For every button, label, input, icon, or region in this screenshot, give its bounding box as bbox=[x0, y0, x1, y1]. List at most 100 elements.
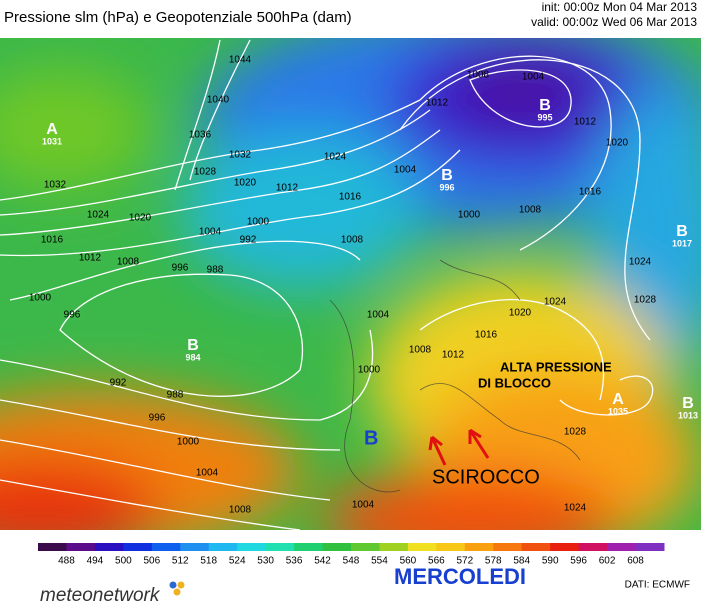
colorbar: 488 494 500 506 512 518 524 530 536 542 548 554 560 5… bbox=[38, 543, 665, 567]
colorbar-swatch bbox=[521, 543, 551, 551]
center-value: 996 bbox=[439, 182, 454, 192]
isobar-label: 996 bbox=[172, 263, 189, 274]
isobar-label: 992 bbox=[110, 378, 127, 389]
colorbar-swatch bbox=[635, 543, 665, 551]
valid-time: valid: 00:00z Wed 06 Mar 2013 bbox=[531, 15, 697, 29]
colorbar-swatch bbox=[208, 543, 238, 551]
isobar-label: 1024 bbox=[87, 210, 110, 221]
center-letter: B bbox=[682, 395, 694, 412]
isobars bbox=[0, 39, 654, 530]
colorbar-label: 524 bbox=[229, 556, 246, 567]
colorbar-label: 584 bbox=[513, 556, 530, 567]
isobar-label: 1016 bbox=[579, 187, 602, 198]
colorbar-label: 530 bbox=[257, 556, 274, 567]
isobar-label: 1020 bbox=[234, 178, 257, 189]
isobar-label: 1008 bbox=[341, 235, 364, 246]
isobar-label: 1024 bbox=[629, 257, 652, 268]
colorbar-label: 566 bbox=[428, 556, 445, 567]
isobar-label: 1028 bbox=[634, 295, 657, 306]
isobar-label: 1000 bbox=[29, 293, 52, 304]
isobar-label: 1004 bbox=[522, 72, 545, 83]
isobar-label: 1020 bbox=[509, 308, 532, 319]
isobar-label: 1012 bbox=[574, 117, 597, 128]
colorbar-swatch bbox=[237, 543, 267, 551]
isobar-label: 992 bbox=[240, 235, 257, 246]
isobar-label: 1004 bbox=[394, 165, 417, 176]
colorbar-label: 560 bbox=[400, 556, 417, 567]
brand: meteonetwork bbox=[40, 585, 161, 605]
center-letter: A bbox=[46, 121, 58, 138]
isobar-label: 1040 bbox=[207, 95, 230, 106]
colorbar-label: 506 bbox=[143, 556, 160, 567]
isobar-label: 996 bbox=[149, 413, 166, 424]
isobar-label: 1000 bbox=[358, 365, 381, 376]
center-letter: B bbox=[441, 167, 453, 184]
isobar-label: 1012 bbox=[442, 350, 465, 361]
isobar-label: 1012 bbox=[276, 183, 299, 194]
colorbar-label: 536 bbox=[286, 556, 303, 567]
coastline bbox=[329, 259, 581, 493]
isobar-label: 996 bbox=[64, 310, 81, 321]
init-time: init: 00:00z Mon 04 Mar 2013 bbox=[542, 0, 698, 14]
isobar-label: 1016 bbox=[475, 330, 498, 341]
colorbar-label: 488 bbox=[58, 556, 75, 567]
colorbar-swatch bbox=[123, 543, 153, 551]
colorbar-label: 518 bbox=[200, 556, 217, 567]
wind-arrows bbox=[428, 428, 490, 466]
center-letter: B bbox=[676, 223, 688, 240]
colorbar-label: 608 bbox=[627, 556, 644, 567]
isobar-label: 1000 bbox=[247, 217, 270, 228]
isobar-label: 1032 bbox=[229, 150, 252, 161]
isobar-label: 1008 bbox=[117, 257, 140, 268]
isobar-label: 1016 bbox=[41, 235, 64, 246]
data-source: DATI: ECMWF bbox=[625, 580, 690, 591]
center-value: 1035 bbox=[608, 406, 628, 416]
colorbar-label: 512 bbox=[172, 556, 189, 567]
isobar-label: 1000 bbox=[177, 437, 200, 448]
isobar-label: 1024 bbox=[324, 152, 347, 163]
isobar-label: 1028 bbox=[194, 167, 217, 178]
colorbar-swatch bbox=[294, 543, 324, 551]
isobar-label: 1004 bbox=[199, 227, 222, 238]
map: 1044 1040 1036 1032 1028 1020 1012 1024 1016 1008… bbox=[0, 38, 701, 530]
center-value: 1017 bbox=[672, 238, 692, 248]
colorbar-swatch bbox=[464, 543, 494, 551]
day-label: MERCOLEDI bbox=[394, 564, 526, 589]
isobar-label: 1008 bbox=[229, 505, 252, 516]
wind-annotation: SCIROCCO bbox=[432, 466, 540, 488]
colorbar-label: 572 bbox=[456, 556, 473, 567]
isobar-label: 1004 bbox=[367, 310, 390, 321]
isobar-label: 988 bbox=[167, 390, 184, 401]
isobar-label: 1036 bbox=[189, 130, 212, 141]
title: Pressione slm (hPa) e Geopotenziale 500h… bbox=[4, 9, 352, 26]
isobar-label: 1008 bbox=[519, 205, 542, 216]
isobar-label: 988 bbox=[207, 265, 224, 276]
colorbar-swatch bbox=[38, 543, 67, 551]
isobar-label: 1004 bbox=[352, 500, 375, 511]
colorbar-swatch bbox=[550, 543, 580, 551]
colorbar-swatch bbox=[493, 543, 523, 551]
center-letter: B bbox=[187, 337, 199, 354]
isobar-label: 1016 bbox=[339, 192, 362, 203]
colorbar-label: 590 bbox=[542, 556, 559, 567]
block-annotation: DI BLOCCO bbox=[478, 375, 551, 390]
colorbar-swatch bbox=[379, 543, 409, 551]
center-value: 984 bbox=[185, 352, 200, 362]
colorbar-label: 554 bbox=[371, 556, 388, 567]
colorbar-swatch bbox=[151, 543, 181, 551]
isobar-label: 1008 bbox=[467, 70, 490, 81]
block-annotation: ALTA PRESSIONE bbox=[500, 359, 612, 374]
colorbar-swatch bbox=[578, 543, 608, 551]
colorbar-label: 500 bbox=[115, 556, 132, 567]
isobar-label: 1000 bbox=[458, 210, 481, 221]
isobar-label: 1024 bbox=[544, 297, 567, 308]
colorbar-swatch bbox=[322, 543, 352, 551]
colorbar-swatch bbox=[265, 543, 295, 551]
colorbar-label: 548 bbox=[343, 556, 360, 567]
low-annotation: B bbox=[364, 427, 378, 449]
logo-dot bbox=[177, 581, 185, 589]
logo-dot bbox=[169, 581, 177, 589]
isobar-label: 1032 bbox=[44, 180, 67, 191]
colorbar-label: 542 bbox=[314, 556, 331, 567]
